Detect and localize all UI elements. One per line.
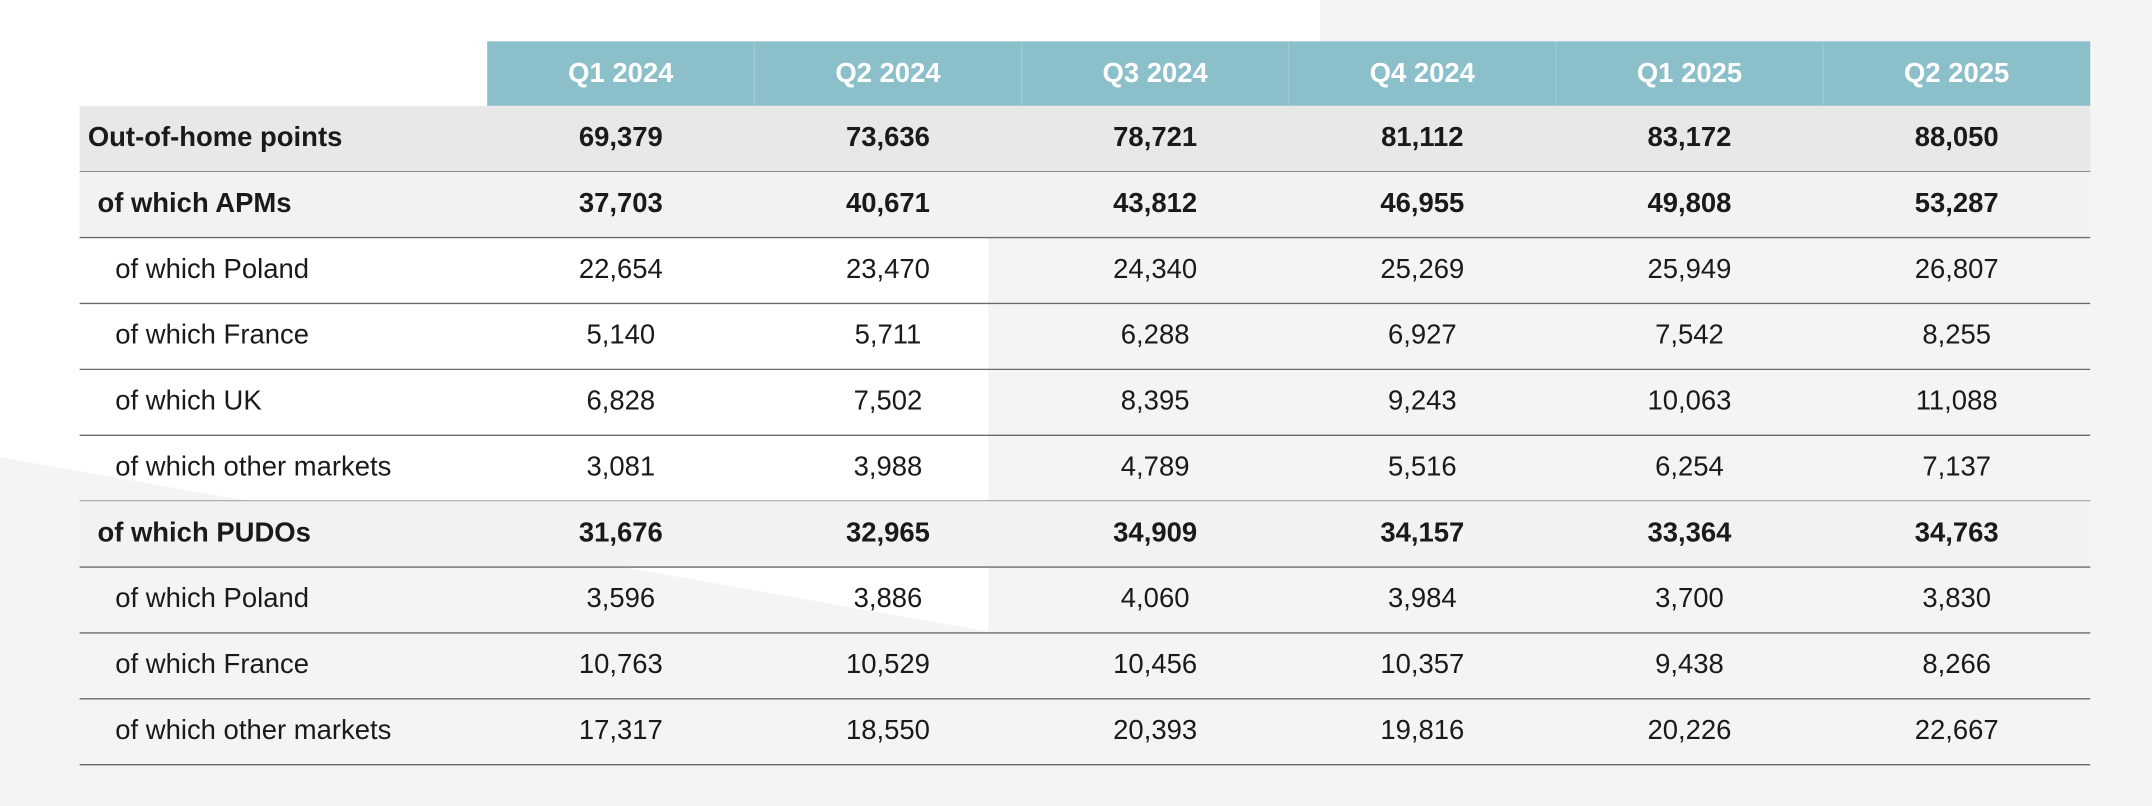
row-label: Out-of-home points <box>88 121 343 152</box>
row-background <box>79 501 2091 568</box>
cell-value: 33,364 <box>1648 516 1733 547</box>
cell-value: 4,060 <box>1121 582 1190 613</box>
cell-value: 5,140 <box>586 319 655 350</box>
row-label: of which Poland <box>115 253 309 284</box>
cell-value: 20,226 <box>1648 714 1732 745</box>
cell-value: 25,269 <box>1380 253 1464 284</box>
cell-value: 10,063 <box>1648 385 1732 416</box>
column-header: Q4 2024 <box>1370 57 1476 88</box>
cell-value: 6,927 <box>1388 319 1457 350</box>
cell-value: 7,137 <box>1922 450 1991 481</box>
cell-value: 8,255 <box>1922 319 1991 350</box>
row-label: of which UK <box>115 385 261 416</box>
cell-value: 19,816 <box>1380 714 1464 745</box>
cell-value: 26,807 <box>1915 253 1999 284</box>
cell-value: 24,340 <box>1113 253 1197 284</box>
row-label: of which France <box>115 319 309 350</box>
row-label: of which APMs <box>97 187 291 218</box>
cell-value: 10,763 <box>579 648 663 679</box>
cell-value: 8,395 <box>1121 385 1190 416</box>
cell-value: 11,088 <box>1916 385 1998 416</box>
cell-value: 10,529 <box>846 648 930 679</box>
cell-value: 3,596 <box>586 582 655 613</box>
cell-value: 6,254 <box>1655 450 1724 481</box>
row-label: of which France <box>115 648 309 679</box>
cell-value: 22,667 <box>1915 714 1999 745</box>
cell-value: 7,502 <box>854 385 923 416</box>
cell-value: 4,789 <box>1121 450 1190 481</box>
cell-value: 25,949 <box>1648 253 1732 284</box>
cell-value: 88,050 <box>1915 121 1999 152</box>
cell-value: 3,081 <box>586 450 655 481</box>
cell-value: 34,909 <box>1113 516 1197 547</box>
cell-value: 81,112 <box>1381 121 1463 152</box>
cell-value: 40,671 <box>846 187 930 218</box>
cell-value: 18,550 <box>846 714 930 745</box>
cell-value: 3,700 <box>1655 582 1724 613</box>
cell-value: 31,676 <box>579 516 663 547</box>
cell-value: 78,721 <box>1113 121 1197 152</box>
cell-value: 20,393 <box>1113 714 1197 745</box>
cell-value: 7,542 <box>1655 319 1724 350</box>
cell-value: 73,636 <box>846 121 930 152</box>
cell-value: 69,379 <box>579 121 663 152</box>
column-header: Q2 2024 <box>835 57 941 88</box>
cell-value: 23,470 <box>846 253 930 284</box>
cell-value: 37,703 <box>579 187 663 218</box>
cell-value: 32,965 <box>846 516 930 547</box>
row-background <box>79 105 2091 172</box>
cell-value: 6,288 <box>1121 319 1190 350</box>
cell-value: 6,828 <box>586 385 655 416</box>
cell-value: 10,456 <box>1113 648 1197 679</box>
column-header: Q3 2024 <box>1103 57 1209 88</box>
cell-value: 83,172 <box>1648 121 1732 152</box>
cell-value: 34,763 <box>1915 516 1999 547</box>
cell-value: 3,886 <box>854 582 923 613</box>
cell-value: 3,988 <box>854 450 923 481</box>
cell-value: 43,812 <box>1113 187 1197 218</box>
cell-value: 17,317 <box>579 714 663 745</box>
cell-value: 34,157 <box>1380 516 1464 547</box>
row-label: of which other markets <box>115 714 391 745</box>
cell-value: 9,243 <box>1388 385 1457 416</box>
cell-value: 9,438 <box>1655 648 1724 679</box>
column-header: Q2 2025 <box>1904 57 2009 88</box>
row-label: of which Poland <box>115 582 309 613</box>
column-header: Q1 2024 <box>568 57 674 88</box>
row-label: of which other markets <box>115 450 391 481</box>
cell-value: 3,830 <box>1922 582 1991 613</box>
cell-value: 46,955 <box>1380 187 1464 218</box>
cell-value: 49,808 <box>1648 187 1732 218</box>
row-background <box>79 171 2091 238</box>
column-header: Q1 2025 <box>1637 57 1742 88</box>
cell-value: 5,711 <box>855 319 922 350</box>
cell-value: 22,654 <box>579 253 663 284</box>
cell-value: 5,516 <box>1388 450 1457 481</box>
row-label: of which PUDOs <box>97 516 310 547</box>
cell-value: 3,984 <box>1388 582 1457 613</box>
cell-value: 53,287 <box>1915 187 1999 218</box>
cell-value: 10,357 <box>1380 648 1464 679</box>
cell-value: 8,266 <box>1922 648 1991 679</box>
